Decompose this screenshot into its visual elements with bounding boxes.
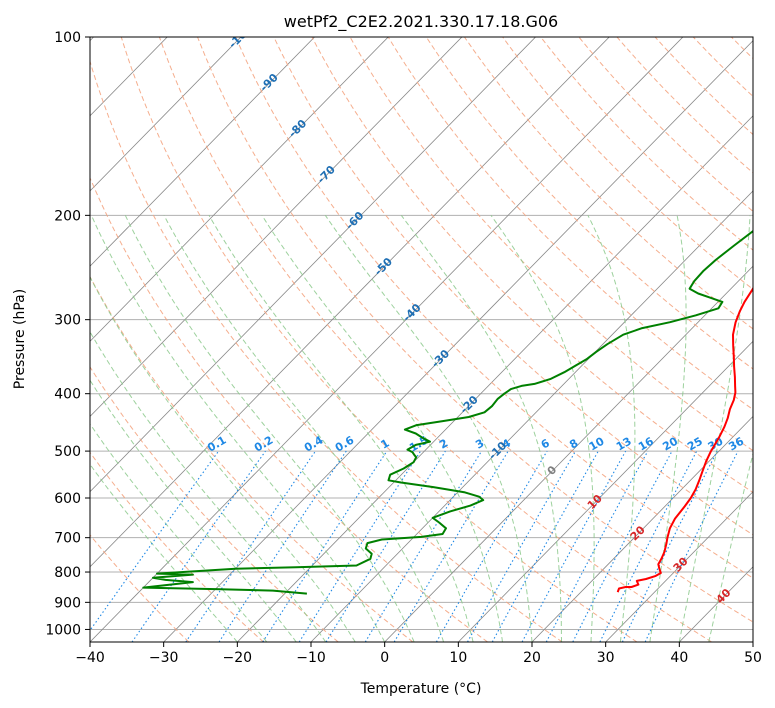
dry-adiabat — [311, 37, 753, 494]
y-tick-label: 500 — [54, 444, 81, 460]
series-layer — [142, 229, 753, 595]
mixing-ratio-line — [467, 450, 577, 642]
moist-adiabat — [208, 215, 474, 642]
isotherm — [90, 37, 610, 568]
isotherm — [90, 37, 463, 418]
dry-adiabat — [90, 534, 190, 642]
dry-adiabat — [120, 37, 638, 642]
mixing-ratio-line — [545, 450, 649, 642]
moist-adiabat — [124, 215, 415, 642]
x-tick-label: 20 — [523, 650, 541, 666]
isotherm — [605, 491, 753, 642]
dry-adiabat — [158, 37, 712, 642]
mixing-ratio-line — [218, 450, 347, 642]
plot-area — [90, 37, 753, 642]
x-tick-label: 50 — [744, 650, 762, 666]
isotherm — [90, 37, 316, 267]
y-tick-label: 1000 — [45, 622, 81, 638]
moist-adiabat — [90, 276, 356, 642]
mixing-ratio-line — [262, 450, 388, 642]
x-tick-label: −20 — [223, 650, 253, 666]
dry-adiabat — [90, 59, 563, 642]
y-tick-label: 100 — [54, 30, 81, 46]
moist-adiabat — [90, 463, 238, 642]
moist-adiabat — [90, 423, 268, 642]
isotherm — [90, 37, 389, 342]
dry-adiabat — [387, 37, 753, 411]
moist-adiabat — [678, 215, 751, 642]
isotherm — [90, 37, 537, 493]
x-tick-label: 30 — [597, 650, 615, 666]
isotherm — [163, 40, 753, 642]
y-axis-label: Pressure (hPa) — [12, 289, 28, 389]
y-tick-label: 900 — [54, 595, 81, 611]
temperature-profile-line — [616, 286, 753, 593]
x-tick-label: −30 — [149, 650, 179, 666]
axes: −40 −30 −20 −10 0 10 20 30 40 50 100 200 300 400 500 60… — [45, 30, 762, 666]
x-tick-label: −40 — [75, 650, 105, 666]
mixing-ratio-line — [364, 450, 483, 642]
dry-adiabat — [349, 37, 753, 452]
y-tick-label: 700 — [54, 531, 81, 547]
moist-adiabat — [90, 215, 386, 642]
moist-adiabat — [261, 215, 503, 642]
mixing-ratio-line — [491, 450, 599, 642]
x-tick-label: −10 — [296, 650, 326, 666]
isotherm — [90, 37, 242, 192]
mixing-ratio-line — [599, 450, 698, 642]
x-axis-label: Temperature (°C) — [360, 681, 482, 697]
y-tick-label: 800 — [54, 565, 81, 581]
x-tick-label: 40 — [670, 650, 688, 666]
moist-adiabat — [90, 330, 327, 642]
moist-adiabat — [649, 215, 687, 642]
isotherm — [458, 340, 753, 642]
moist-adiabat — [490, 215, 595, 642]
mixing-ratio-line — [521, 450, 627, 642]
plot-frame — [89, 36, 754, 643]
mixing-ratio-line — [298, 450, 422, 642]
dry-adiabat — [501, 37, 753, 290]
dry-adiabat — [90, 275, 414, 642]
y-tick-label: 200 — [54, 208, 81, 224]
moist-adiabat — [708, 451, 753, 642]
chart-title: wetPf2_C2E2.2021.330.17.18.G06 — [284, 12, 558, 32]
dry-adiabat — [90, 176, 488, 642]
dry-adiabat — [578, 37, 753, 213]
moist-adiabat — [400, 215, 562, 642]
isotherm — [384, 265, 753, 642]
x-tick-label: 0 — [380, 650, 389, 666]
mixing-ratio-line — [621, 450, 718, 642]
dry-adiabat — [235, 37, 753, 579]
y-tick-label: 600 — [54, 491, 81, 507]
dry-adiabat — [616, 37, 753, 174]
moist-adiabat — [163, 215, 445, 642]
isotherm — [237, 115, 753, 642]
mixing-ratio-line — [131, 450, 266, 642]
x-tick-label: 10 — [449, 650, 467, 666]
isotherm — [531, 415, 753, 642]
dry-adiabat — [90, 451, 264, 642]
dry-adiabat — [196, 37, 753, 623]
mixing-ratio-line — [185, 450, 316, 642]
isotherm — [90, 37, 684, 642]
moist-adiabat — [587, 215, 636, 642]
y-tick-label: 400 — [54, 387, 81, 403]
mixing-ratio-line — [90, 450, 220, 632]
isotherm — [310, 190, 753, 642]
dewpoint-profile-line — [142, 229, 753, 595]
y-tick-label: 300 — [54, 313, 81, 329]
